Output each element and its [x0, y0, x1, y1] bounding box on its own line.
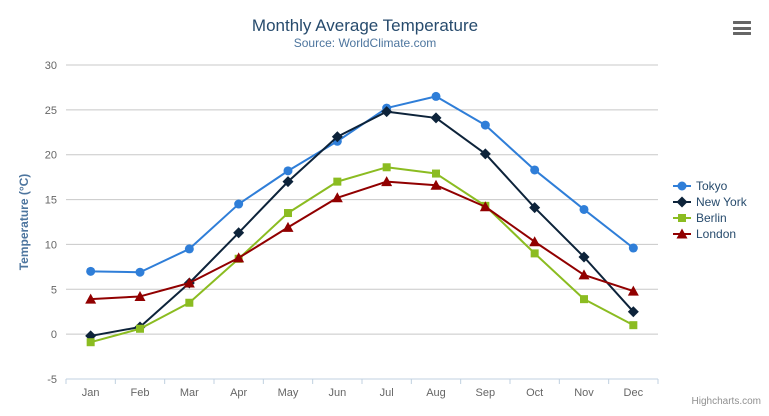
series-berlin-point[interactable] [86, 338, 95, 347]
y-tick-label: 30 [45, 60, 57, 72]
legend-item-london[interactable]: London [673, 227, 736, 241]
series-new-york-point[interactable] [529, 202, 541, 214]
series-new-york-point[interactable] [331, 131, 343, 143]
legend-item-tokyo[interactable]: Tokyo [673, 179, 728, 193]
series-london-point[interactable] [134, 290, 146, 301]
series-tokyo-line [89, 95, 635, 274]
series-tokyo [86, 91, 638, 277]
x-tick-label: Dec [624, 387, 644, 399]
y-axis-title: Temperature (°C) [17, 174, 31, 271]
series-new-york-point[interactable] [578, 251, 590, 263]
y-tick-label: 5 [51, 284, 57, 296]
series-new-york-point[interactable] [430, 112, 442, 124]
y-tick-label: 20 [45, 150, 57, 162]
legend-label: Tokyo [696, 179, 728, 193]
series-london-point[interactable] [578, 269, 590, 280]
y-tick-label: 25 [45, 105, 57, 117]
plot-area: -5 0 5 10 15 20 25 30 Jan Feb Mar Apr May Jun Jul Aug Se… [45, 60, 659, 399]
x-tick-label: Jul [380, 387, 394, 399]
series-london-point[interactable] [282, 221, 294, 232]
series-new-york-point[interactable] [627, 306, 639, 318]
y-tick-label: 10 [45, 239, 57, 251]
series-london-point[interactable] [529, 236, 541, 247]
series-new-york-point[interactable] [233, 227, 245, 239]
hamburger-bar [733, 32, 751, 35]
y-tick-label: -5 [47, 374, 57, 386]
x-tick-label: Jun [328, 387, 346, 399]
y-tick-label: 15 [45, 195, 57, 207]
legend-label: London [696, 227, 736, 241]
series-berlin-point[interactable] [382, 163, 391, 172]
x-tick-label: Nov [574, 387, 594, 399]
series-london-point[interactable] [331, 192, 343, 203]
series-berlin-point[interactable] [136, 324, 144, 333]
x-tick-label: Jan [82, 387, 100, 399]
series-berlin-point[interactable] [432, 169, 440, 178]
legend-label: New York [696, 195, 748, 209]
series-berlin-point[interactable] [284, 209, 292, 218]
series-berlin-point[interactable] [580, 295, 588, 304]
series-tokyo-point[interactable] [431, 91, 441, 101]
series-tokyo-point[interactable] [135, 267, 145, 277]
series-new-york [85, 106, 639, 342]
series-tokyo-point[interactable] [530, 165, 540, 175]
series-london-point[interactable] [479, 201, 491, 212]
legend-marker-diamond [676, 196, 688, 208]
context-menu-button[interactable] [733, 21, 751, 35]
legend-item-berlin[interactable]: Berlin [673, 211, 727, 225]
chart-subtitle: Source: WorldClimate.com [294, 36, 437, 50]
legend-marker-circle [677, 181, 687, 191]
series-tokyo-point[interactable] [628, 243, 638, 253]
series-london-point[interactable] [85, 293, 97, 304]
x-tick-label: Feb [131, 387, 150, 399]
x-tick-label: Sep [476, 387, 496, 399]
series-new-york-point[interactable] [282, 176, 294, 188]
x-tick-label: Apr [230, 387, 247, 399]
x-tick-label: Mar [180, 387, 199, 399]
series-london-point[interactable] [183, 277, 195, 288]
hamburger-bar [733, 26, 751, 30]
series-new-york-line [89, 110, 635, 337]
series-tokyo-point[interactable] [480, 120, 490, 130]
series-tokyo-point[interactable] [283, 166, 293, 176]
series-berlin-point[interactable] [333, 177, 342, 186]
x-tick-label: May [278, 387, 299, 399]
series-tokyo-point[interactable] [86, 266, 96, 276]
series-berlin-point[interactable] [530, 249, 539, 258]
y-tick-label: 0 [51, 329, 57, 341]
series-tokyo-point[interactable] [184, 244, 194, 254]
legend: Tokyo New York Berlin London [673, 179, 748, 241]
series-london [85, 176, 639, 304]
series-berlin-line [89, 166, 635, 344]
chart-title: Monthly Average Temperature [252, 16, 478, 35]
x-tick-label: Aug [426, 387, 446, 399]
series-london-point[interactable] [381, 176, 393, 187]
series-berlin-point[interactable] [185, 298, 194, 307]
hamburger-bar [733, 21, 751, 24]
series-london-point[interactable] [627, 285, 639, 296]
series-berlin-point[interactable] [629, 321, 638, 330]
legend-marker-triangle [676, 228, 688, 239]
series-london-line [89, 180, 635, 301]
series-new-york-point[interactable] [381, 106, 393, 118]
series-new-york-point[interactable] [479, 148, 491, 160]
legend-label: Berlin [696, 211, 727, 225]
series-london-point[interactable] [430, 179, 442, 190]
series-london-point[interactable] [233, 252, 245, 263]
x-tick-label: Oct [526, 387, 543, 399]
series-tokyo-point[interactable] [579, 204, 589, 214]
legend-item-new-york[interactable]: New York [673, 195, 748, 209]
legend-marker-square [678, 214, 686, 222]
series-tokyo-point[interactable] [234, 199, 244, 209]
credits-link[interactable]: Highcharts.com [692, 396, 761, 407]
